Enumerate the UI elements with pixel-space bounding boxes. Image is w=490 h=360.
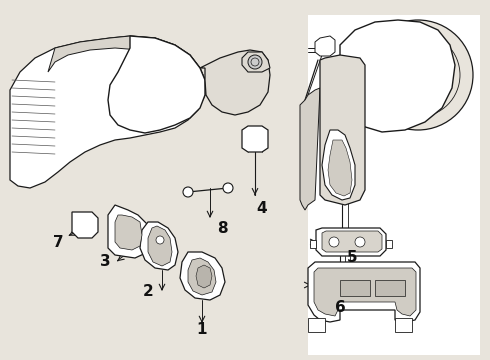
Polygon shape — [375, 280, 405, 296]
Polygon shape — [115, 215, 142, 250]
Circle shape — [75, 222, 81, 228]
Polygon shape — [320, 55, 365, 205]
Circle shape — [183, 187, 193, 197]
Polygon shape — [340, 280, 370, 296]
Polygon shape — [188, 258, 216, 295]
Text: 5: 5 — [347, 251, 357, 266]
Polygon shape — [72, 212, 98, 238]
Polygon shape — [308, 15, 480, 355]
Text: 6: 6 — [335, 301, 345, 315]
Text: 3: 3 — [99, 255, 110, 270]
Polygon shape — [200, 50, 270, 115]
Circle shape — [248, 55, 262, 69]
Polygon shape — [395, 318, 412, 332]
Polygon shape — [140, 222, 178, 270]
Circle shape — [329, 237, 339, 247]
Polygon shape — [48, 36, 205, 80]
Polygon shape — [108, 36, 205, 133]
Polygon shape — [10, 36, 205, 188]
Circle shape — [376, 33, 460, 117]
Circle shape — [355, 237, 365, 247]
Text: 2: 2 — [143, 284, 153, 300]
Polygon shape — [322, 231, 382, 252]
Polygon shape — [308, 262, 420, 322]
Circle shape — [363, 20, 473, 130]
Polygon shape — [322, 130, 355, 200]
Polygon shape — [315, 36, 335, 56]
Polygon shape — [338, 20, 455, 132]
Text: 4: 4 — [257, 201, 268, 216]
Text: 1: 1 — [197, 323, 207, 338]
Circle shape — [80, 220, 90, 230]
Text: 7: 7 — [53, 234, 63, 249]
Circle shape — [251, 58, 259, 66]
Polygon shape — [308, 318, 325, 332]
Polygon shape — [148, 226, 172, 266]
Polygon shape — [316, 228, 386, 256]
Circle shape — [393, 50, 443, 100]
Polygon shape — [314, 268, 416, 316]
Circle shape — [156, 236, 164, 244]
Polygon shape — [310, 240, 316, 248]
Polygon shape — [180, 252, 225, 300]
Polygon shape — [196, 265, 212, 288]
Polygon shape — [242, 52, 270, 72]
Polygon shape — [300, 88, 320, 210]
Circle shape — [223, 183, 233, 193]
Polygon shape — [242, 126, 268, 152]
Polygon shape — [386, 240, 392, 248]
Circle shape — [408, 65, 428, 85]
Polygon shape — [108, 205, 152, 258]
Polygon shape — [328, 140, 352, 196]
Text: 8: 8 — [217, 220, 227, 235]
